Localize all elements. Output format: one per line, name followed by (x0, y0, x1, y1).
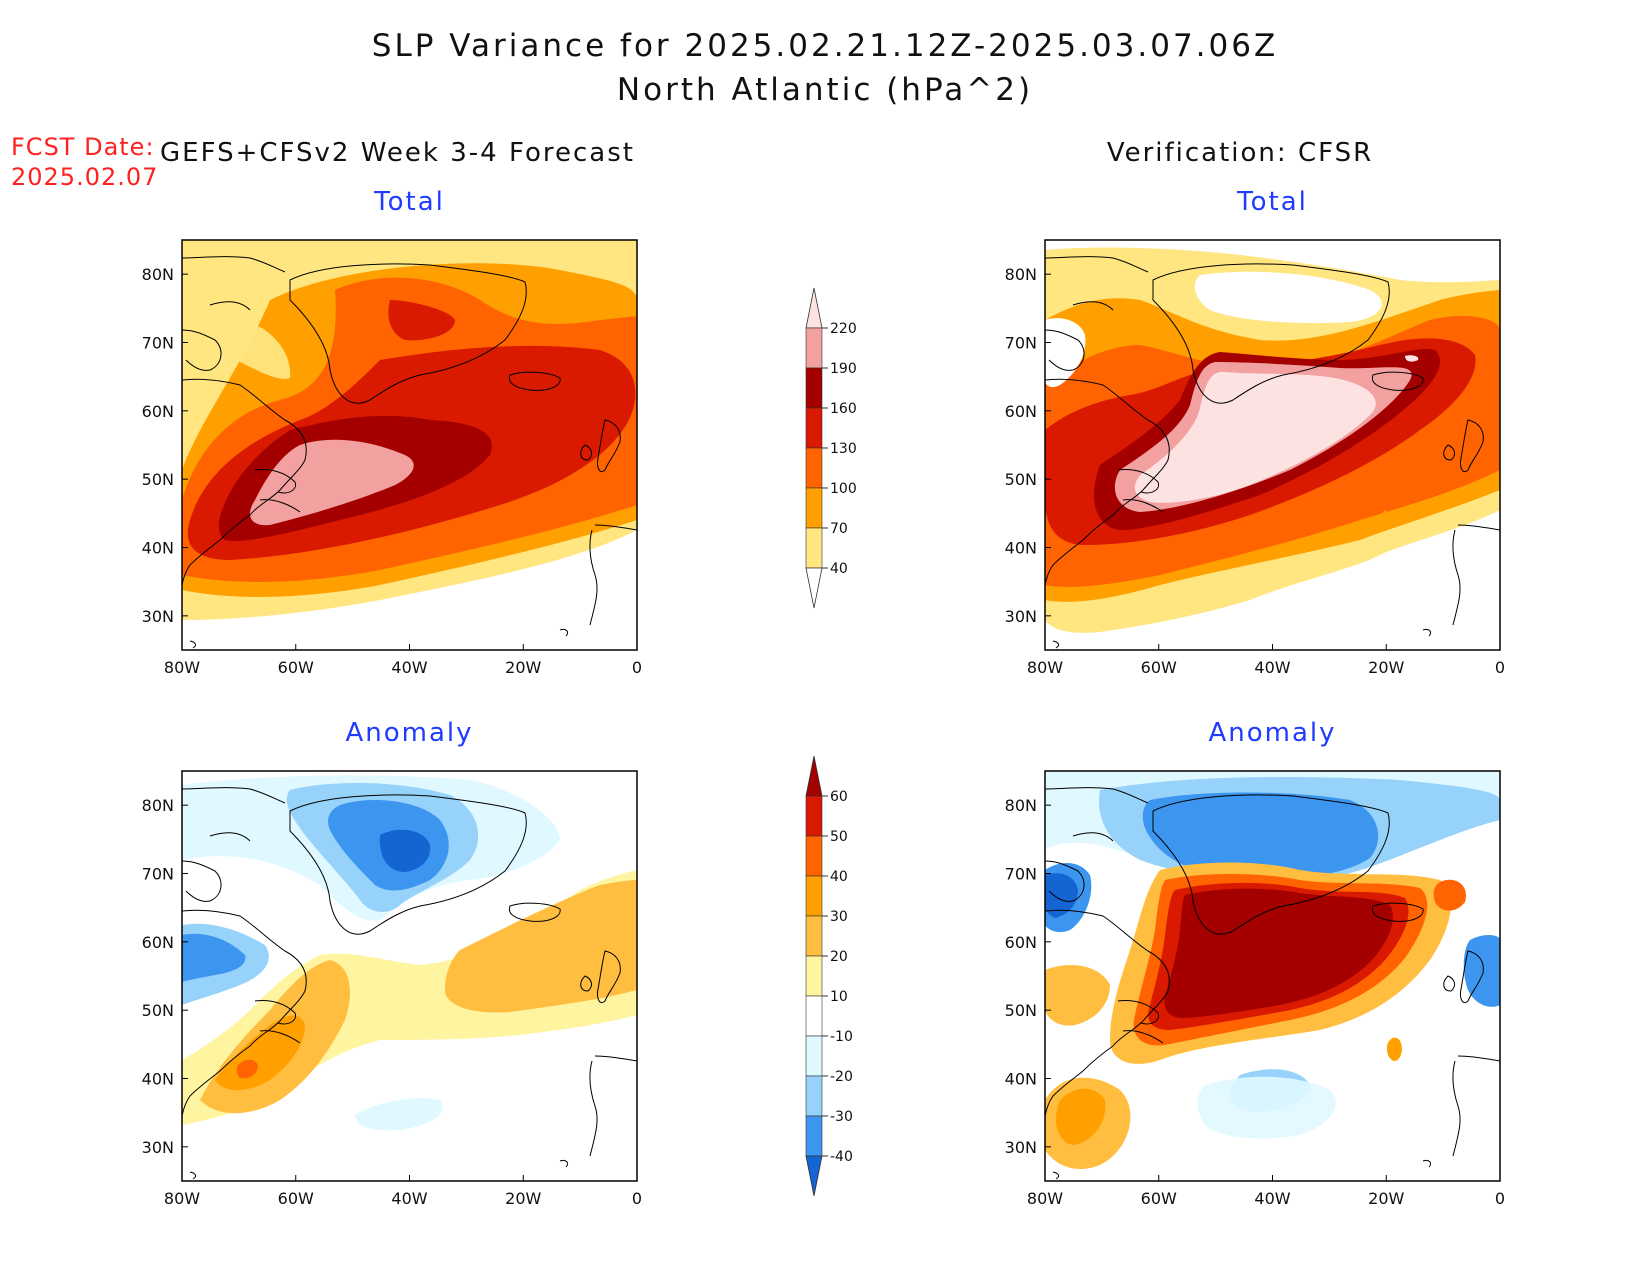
lon-tick-label: 60W (278, 658, 314, 677)
lat-tick-label: 50N (142, 470, 174, 489)
lon-tick-label: 40W (391, 1189, 427, 1208)
colorbar-segment (805, 915, 823, 957)
lon-tick-label: 20W (505, 1189, 541, 1208)
lon-tick-label: 0 (1495, 658, 1505, 677)
colorbar-level-label: 100 (830, 481, 857, 497)
forecast-column-title: GEFS+CFSv2 Week 3-4 Forecast (160, 138, 635, 168)
verification-total-map (1044, 239, 1501, 651)
colorbar-level-label: 60 (830, 789, 848, 805)
colorbar-level-label: 50 (830, 829, 848, 845)
lat-tick-label: 30N (142, 1138, 174, 1157)
colorbar-level-label: 30 (830, 909, 848, 925)
colorbar-segment (805, 875, 823, 917)
fcst-total-title: Total (374, 187, 445, 217)
colorbar-top-arrow (805, 755, 823, 797)
fcst-anomaly-title: Anomaly (345, 718, 474, 748)
lat-tick-label: 50N (1005, 470, 1037, 489)
colorbar-segment (805, 407, 823, 449)
lon-tick-label: 20W (505, 658, 541, 677)
lat-tick-label: 70N (1005, 865, 1037, 884)
lat-tick-label: 30N (1005, 607, 1037, 626)
lat-tick-label: 60N (142, 402, 174, 421)
lat-tick-label: 30N (1005, 1138, 1037, 1157)
colorbar-segment (805, 487, 823, 529)
colorbar-segment (805, 527, 823, 569)
colorbar-segment (805, 1115, 823, 1157)
colorbar-segment (805, 955, 823, 997)
colorbar-segment (805, 795, 823, 837)
colorbar-segment (805, 835, 823, 877)
colorbar-level-label: 220 (830, 321, 857, 337)
colorbar-level-label: 160 (830, 401, 857, 417)
main-title: SLP Variance for 2025.02.21.12Z-2025.03.… (371, 28, 1279, 64)
colorbar-level-label: -30 (830, 1109, 853, 1125)
verification-anomaly-map (1044, 770, 1501, 1182)
lon-tick-label: 0 (1495, 1189, 1505, 1208)
colorbar-level-label: 130 (830, 441, 857, 457)
lat-tick-label: 40N (142, 1070, 174, 1089)
lat-tick-label: 60N (1005, 402, 1037, 421)
verif-total-title: Total (1237, 187, 1308, 217)
lat-tick-label: 70N (142, 865, 174, 884)
fcst-date-value: 2025.02.07 (11, 163, 159, 191)
colorbar-segment (805, 995, 823, 1037)
colorbar-bottom-arrow (805, 567, 823, 609)
lat-tick-label: 50N (142, 1001, 174, 1020)
fcst-date-label: FCST Date: (11, 133, 155, 161)
lon-tick-label: 0 (632, 658, 642, 677)
lon-tick-label: 40W (1254, 1189, 1290, 1208)
colorbar-segment (805, 1075, 823, 1117)
lon-tick-label: 60W (1141, 658, 1177, 677)
forecast-anomaly-map (181, 770, 638, 1182)
colorbar-level-label: 10 (830, 989, 848, 1005)
lat-tick-label: 80N (142, 265, 174, 284)
colorbar-level-label: -20 (830, 1069, 853, 1085)
lat-tick-label: 40N (1005, 1070, 1037, 1089)
colorbar-level-label: 190 (830, 361, 857, 377)
lon-tick-label: 40W (1254, 658, 1290, 677)
colorbar-level-label: 40 (830, 561, 848, 577)
lat-tick-label: 40N (1005, 539, 1037, 558)
axis-labels: 80N 70N 60N 50N 40N 30N 80W 60W 40W 20W 0 80N 70N 60N… (142, 265, 1505, 1208)
lat-tick-label: 50N (1005, 1001, 1037, 1020)
colorbar-segment (805, 367, 823, 409)
lat-tick-label: 60N (1005, 933, 1037, 952)
lat-tick-label: 70N (142, 334, 174, 353)
colorbar-segment (805, 447, 823, 489)
lon-tick-label: 80W (1027, 1189, 1063, 1208)
colorbar-segment (805, 1035, 823, 1077)
colorbar-total: 220 190 160 130 100 70 40 (805, 287, 857, 609)
lat-tick-label: 40N (142, 539, 174, 558)
colorbar-bottom-arrow (805, 1155, 823, 1197)
lat-tick-label: 30N (142, 607, 174, 626)
lon-tick-label: 20W (1368, 1189, 1404, 1208)
lon-tick-label: 60W (278, 1189, 314, 1208)
forecast-total-map (181, 239, 638, 651)
colorbar-level-label: -10 (830, 1029, 853, 1045)
lon-tick-label: 80W (164, 1189, 200, 1208)
sub-title: North Atlantic (hPa^2) (616, 72, 1034, 108)
colorbar-top-arrow (805, 287, 823, 329)
lat-tick-label: 60N (142, 933, 174, 952)
lon-tick-label: 80W (164, 658, 200, 677)
lon-tick-label: 60W (1141, 1189, 1177, 1208)
lat-tick-label: 80N (142, 796, 174, 815)
verification-column-title: Verification: CFSR (1106, 138, 1374, 168)
lon-tick-label: 40W (391, 658, 427, 677)
lat-tick-label: 80N (1005, 265, 1037, 284)
lon-tick-label: 80W (1027, 658, 1063, 677)
colorbar-anomaly: 60 50 40 30 20 10 -10 -20 -30 -40 (805, 755, 853, 1197)
lon-tick-label: 20W (1368, 658, 1404, 677)
colorbar-level-label: 20 (830, 949, 848, 965)
colorbar-level-label: -40 (830, 1149, 853, 1165)
lon-tick-label: 0 (632, 1189, 642, 1208)
colorbar-level-label: 40 (830, 869, 848, 885)
colorbar-level-label: 70 (830, 521, 848, 537)
verif-anomaly-title: Anomaly (1208, 718, 1337, 748)
colorbar-segment (805, 327, 823, 369)
lat-tick-label: 80N (1005, 796, 1037, 815)
lat-tick-label: 70N (1005, 334, 1037, 353)
